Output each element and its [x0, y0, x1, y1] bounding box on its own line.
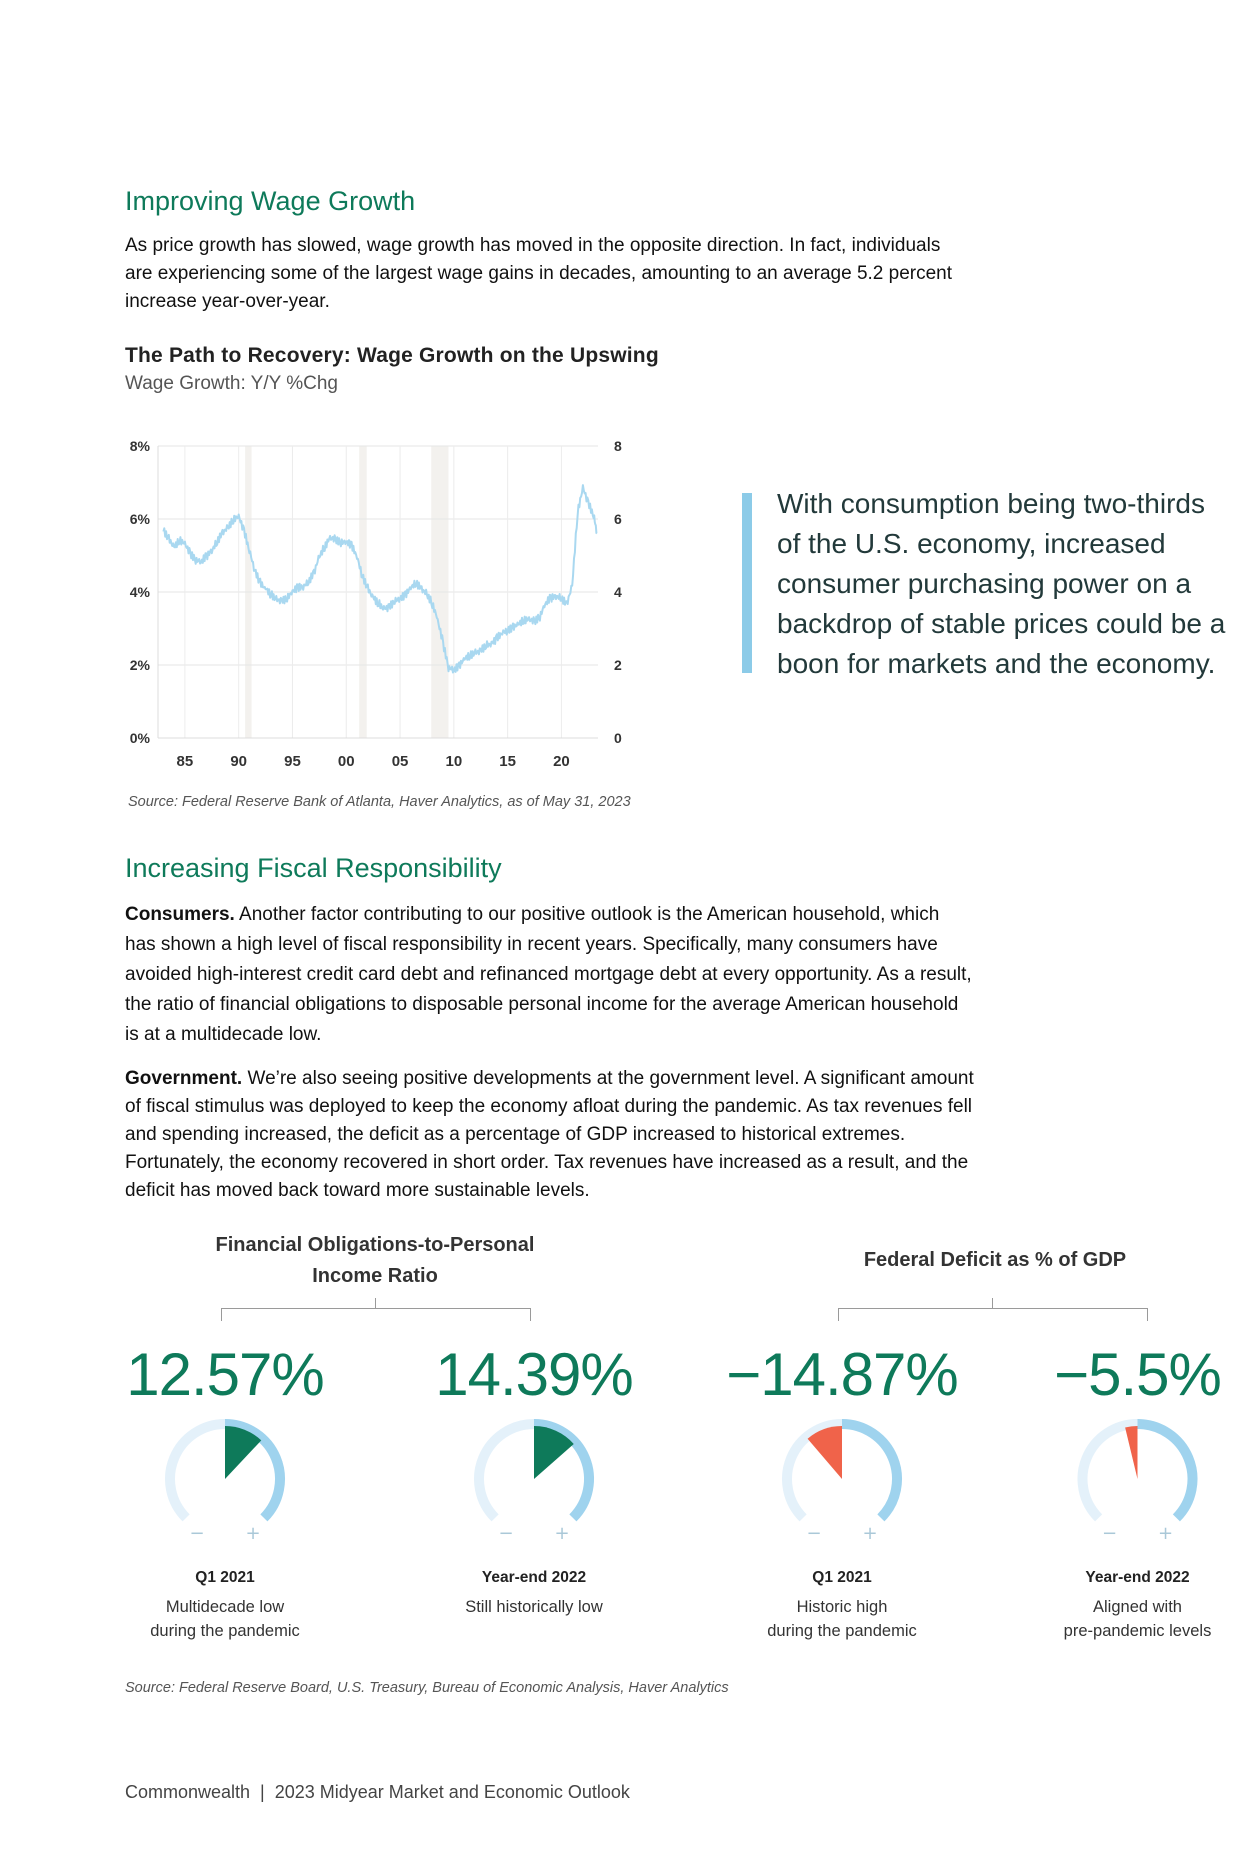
- y-right-tick-label: 6: [614, 511, 622, 527]
- x-tick-label: 10: [445, 753, 462, 770]
- y-left-tick-label: 0%: [130, 730, 151, 746]
- y-right-tick-label: 0: [614, 730, 622, 746]
- gauge-track-positive: [1137, 1419, 1198, 1522]
- x-tick-label: 95: [284, 753, 301, 770]
- bracket-deficit: [838, 1308, 1148, 1321]
- pull-quote-line: boon for markets and the economy.: [777, 648, 1216, 679]
- consumers-paragraph: Consumers. Another factor contributing t…: [125, 900, 975, 1050]
- gauge-card: 12.57% − + Q1 2021 Multidecade low during…: [100, 1340, 350, 1643]
- gauge-description: Multidecade low: [165, 1598, 285, 1616]
- y-right-tick-label: 2: [614, 657, 622, 673]
- y-left-tick-label: 2%: [130, 657, 151, 673]
- gauge-description: Aligned with: [1093, 1598, 1182, 1616]
- gauge-plus-label: +: [554, 1523, 569, 1544]
- government-lead: Government.: [125, 1068, 243, 1089]
- gauge-needle-wedge: [534, 1426, 574, 1479]
- gauge-value: −5.5%: [1054, 1341, 1222, 1408]
- gauge-needle-wedge: [807, 1426, 842, 1479]
- gauge-description: Still historically low: [465, 1598, 603, 1616]
- x-tick-label: 85: [177, 753, 194, 770]
- y-right-tick-label: 4: [614, 584, 622, 600]
- gauge-minus-label: −: [1102, 1523, 1117, 1544]
- government-text: We’re also seeing positive developments …: [125, 1068, 974, 1201]
- gauge-description: during the pandemic: [767, 1622, 917, 1640]
- gauge-value: 12.57%: [126, 1341, 325, 1408]
- bracket-obligations: [221, 1308, 531, 1321]
- gauge-date: Year-end 2022: [1085, 1569, 1190, 1586]
- gauge-minus-label: −: [806, 1523, 821, 1544]
- gauge-value: 14.39%: [435, 1341, 634, 1408]
- consumers-text: Another factor contributing to our posit…: [125, 904, 972, 1045]
- section-heading-fiscal: Increasing Fiscal Responsibility: [125, 853, 502, 883]
- gauge-track-negative: [1077, 1419, 1138, 1522]
- pull-quote-line: consumer purchasing power on a: [777, 568, 1192, 599]
- gauge-card: 14.39% − + Year-end 2022 Still historical…: [409, 1340, 659, 1619]
- gauge-dial: − +: [165, 1419, 285, 1544]
- pull-quote-line: With consumption being two-thirds: [777, 488, 1205, 519]
- bracket-tick: [375, 1298, 376, 1308]
- gauge-group-title-line: Income Ratio: [312, 1265, 438, 1287]
- gauge-track-negative: [782, 1419, 843, 1522]
- pull-quote-line: backdrop of stable prices could be a: [777, 608, 1226, 639]
- gauges-row: 12.57% − + Q1 2021 Multidecade low during…: [100, 1340, 1240, 1670]
- gauge-source: Source: Federal Reserve Board, U.S. Trea…: [125, 1680, 729, 1696]
- gauge-plus-label: +: [245, 1523, 260, 1544]
- gauge-date: Q1 2021: [195, 1569, 255, 1586]
- chart-subtitle: Wage Growth: Y/Y %Chg: [125, 373, 338, 394]
- bracket-tick: [992, 1298, 993, 1308]
- wage-growth-paragraph: As price growth has slowed, wage growth …: [125, 235, 953, 312]
- x-tick-label: 20: [553, 753, 570, 770]
- section-heading-wage-growth: Improving Wage Growth: [125, 186, 416, 216]
- gauge-dial: − +: [1077, 1419, 1198, 1544]
- gauge-description: during the pandemic: [150, 1622, 300, 1640]
- wage-growth-chart: 0% 0 2% 2 4% 4 6% 6 8% 8 85 90 95 00 05 10 15 20: [130, 438, 622, 770]
- gauge-track-positive: [841, 1419, 902, 1522]
- gauge-description: Historic high: [796, 1598, 888, 1616]
- gauge-date: Q1 2021: [812, 1569, 872, 1586]
- gauge-minus-label: −: [189, 1523, 204, 1544]
- gauge-group-title-obligations: Financial Obligations-to-Personal Income…: [180, 1230, 570, 1292]
- government-paragraph: Government. We’re also seeing positive d…: [125, 1065, 985, 1205]
- x-tick-label: 05: [392, 753, 409, 770]
- pull-quote: With consumption being two-thirds of the…: [777, 484, 1240, 684]
- y-right-tick-label: 8: [614, 438, 622, 454]
- gauge-dial: − +: [474, 1419, 594, 1544]
- gauge-track-negative: [474, 1419, 535, 1522]
- gauge-needle-wedge: [225, 1426, 262, 1479]
- gauge-plus-label: +: [862, 1523, 877, 1544]
- y-left-tick-label: 6%: [130, 511, 151, 527]
- y-left-tick-label: 4%: [130, 584, 151, 600]
- gauge-card: −5.5% − + Year-end 2022 Aligned with pre-…: [1035, 1340, 1240, 1643]
- chart-title: The Path to Recovery: Wage Growth on the…: [125, 344, 659, 367]
- x-tick-label: 00: [338, 753, 355, 770]
- gauge-needle-wedge: [1125, 1426, 1138, 1479]
- pull-quote-line: of the U.S. economy, increased: [777, 528, 1166, 559]
- pull-quote-bar: [742, 493, 752, 673]
- y-left-tick-label: 8%: [130, 438, 151, 454]
- gauge-plus-label: +: [1158, 1523, 1173, 1544]
- gauge-dial: − +: [782, 1419, 902, 1544]
- wage-growth-series-line: [162, 484, 598, 674]
- gauge-track-positive: [533, 1419, 594, 1522]
- gauge-group-title-line: Financial Obligations-to-Personal: [215, 1234, 535, 1256]
- gauge-card: −14.87% − + Q1 2021 Historic high during …: [717, 1340, 967, 1643]
- gauge-date: Year-end 2022: [481, 1569, 587, 1586]
- gauge-track-positive: [224, 1419, 285, 1522]
- gauge-description: pre-pandemic levels: [1063, 1622, 1212, 1640]
- gauge-track-negative: [165, 1419, 226, 1522]
- consumers-lead: Consumers.: [125, 904, 235, 925]
- page-footer: Commonwealth | 2023 Midyear Market and E…: [125, 1782, 630, 1802]
- gauge-value: −14.87%: [726, 1341, 959, 1408]
- gauge-minus-label: −: [498, 1523, 513, 1544]
- x-tick-label: 90: [230, 753, 247, 770]
- chart-source: Source: Federal Reserve Bank of Atlanta,…: [128, 794, 631, 810]
- x-tick-label: 15: [499, 753, 516, 770]
- gauge-group-title-deficit: Federal Deficit as % of GDP: [863, 1249, 1127, 1271]
